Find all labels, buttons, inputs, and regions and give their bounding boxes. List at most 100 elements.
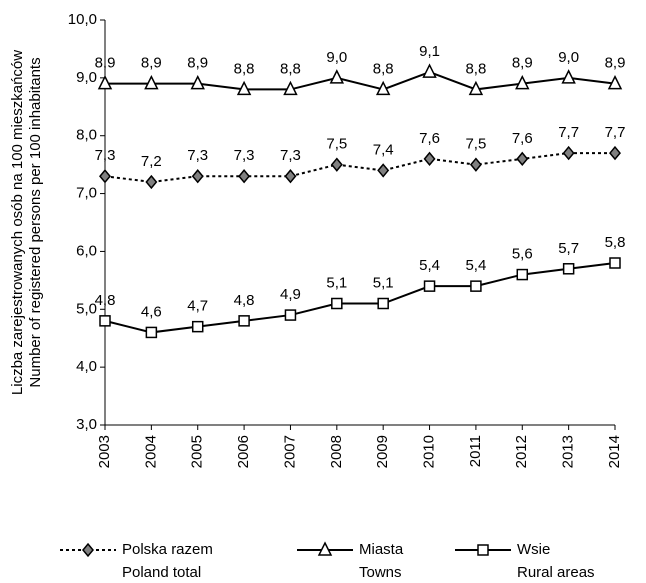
y-tick-label: 10,0 — [68, 11, 97, 28]
marker — [284, 169, 297, 184]
data-label: 5,1 — [373, 274, 394, 291]
data-label: 9,1 — [419, 43, 440, 60]
data-label: 8,8 — [280, 60, 301, 77]
legend-marker — [477, 544, 489, 556]
marker — [191, 169, 204, 184]
data-label: 8,9 — [187, 55, 208, 72]
data-label: 4,8 — [95, 292, 116, 309]
data-label: 7,3 — [187, 147, 208, 164]
marker — [190, 74, 205, 90]
marker — [377, 163, 390, 178]
data-label: 5,6 — [512, 246, 533, 263]
legend-marker — [317, 541, 333, 556]
legend-label: Rural areas — [517, 564, 595, 581]
y-axis-label: Number of registered persons per 100 inh… — [27, 57, 44, 387]
series-line — [104, 152, 615, 184]
marker — [331, 297, 343, 310]
marker — [284, 309, 297, 321]
x-tick-label: 2007 — [281, 435, 298, 468]
series-line — [105, 71, 616, 91]
data-label: 7,3 — [280, 147, 301, 164]
y-tick-label: 4,0 — [76, 358, 97, 375]
data-label: 7,3 — [234, 147, 255, 164]
marker — [145, 174, 158, 190]
data-label: 7,6 — [512, 130, 533, 147]
y-tick-label: 9,0 — [76, 69, 97, 86]
data-label: 7,7 — [605, 124, 626, 141]
x-tick-label: 2011 — [467, 435, 484, 467]
marker — [607, 74, 623, 90]
legend-label: Polska razem — [122, 541, 213, 558]
data-label: 4,6 — [141, 303, 162, 320]
data-label: 5,4 — [465, 257, 486, 274]
data-label: 5,7 — [558, 240, 579, 257]
data-label: 8,9 — [141, 55, 162, 72]
marker — [236, 80, 252, 96]
marker — [97, 74, 113, 90]
marker — [238, 315, 250, 327]
marker — [238, 169, 251, 184]
data-label: 7,7 — [558, 124, 579, 141]
x-tick-label: 2009 — [374, 435, 391, 468]
data-label: 7,4 — [373, 141, 394, 158]
legend-label: Towns — [359, 564, 402, 581]
marker — [562, 263, 575, 275]
x-tick-label: 2010 — [421, 435, 438, 468]
data-label: 8,9 — [512, 55, 533, 72]
marker — [329, 69, 345, 84]
marker — [422, 63, 437, 78]
data-label: 7,6 — [419, 130, 440, 147]
data-label: 5,8 — [605, 234, 626, 251]
data-label: 4,9 — [280, 286, 301, 303]
data-label: 8,8 — [373, 60, 394, 77]
x-tick-label: 2005 — [189, 435, 206, 468]
x-tick-label: 2014 — [606, 435, 623, 468]
legend-label: Poland total — [122, 564, 201, 581]
marker — [469, 157, 482, 172]
marker — [145, 326, 158, 339]
y-tick-label: 3,0 — [76, 416, 97, 433]
legend-marker — [82, 542, 94, 558]
x-tick-label: 2003 — [96, 435, 113, 468]
data-label: 8,8 — [234, 60, 255, 77]
y-axis-label: Liczba zarejestrowanych osób na 100 mies… — [9, 50, 26, 395]
marker — [191, 320, 204, 333]
marker — [468, 80, 484, 96]
data-label: 4,8 — [234, 292, 255, 309]
marker — [561, 69, 576, 84]
marker — [516, 151, 529, 167]
marker — [99, 315, 111, 327]
marker — [423, 151, 436, 167]
data-label: 8,9 — [605, 55, 626, 72]
marker — [516, 268, 529, 281]
marker — [609, 257, 621, 269]
data-label: 7,5 — [326, 136, 347, 153]
data-label: 7,2 — [141, 153, 162, 170]
data-label: 7,5 — [465, 136, 486, 153]
marker — [99, 169, 111, 184]
x-tick-label: 2004 — [142, 435, 159, 468]
data-label: 9,0 — [326, 49, 347, 66]
y-tick-label: 5,0 — [76, 300, 97, 317]
x-tick-label: 2013 — [560, 435, 577, 468]
marker — [144, 74, 159, 90]
marker — [609, 145, 621, 161]
data-label: 8,9 — [95, 55, 116, 72]
data-label: 5,4 — [419, 257, 440, 274]
data-label: 8,8 — [465, 60, 486, 77]
legend-label: Miasta — [359, 541, 404, 558]
marker — [515, 74, 530, 90]
series-line — [104, 262, 616, 334]
data-label: 7,3 — [95, 147, 116, 164]
data-label: 9,0 — [558, 49, 579, 66]
legend-label: Wsie — [517, 541, 550, 558]
y-tick-label: 7,0 — [76, 185, 97, 202]
marker — [330, 157, 343, 172]
marker — [375, 80, 391, 96]
data-label: 5,1 — [326, 274, 347, 291]
y-tick-label: 8,0 — [76, 127, 97, 144]
x-tick-label: 2006 — [235, 435, 252, 468]
marker — [470, 280, 482, 292]
marker — [562, 145, 575, 161]
